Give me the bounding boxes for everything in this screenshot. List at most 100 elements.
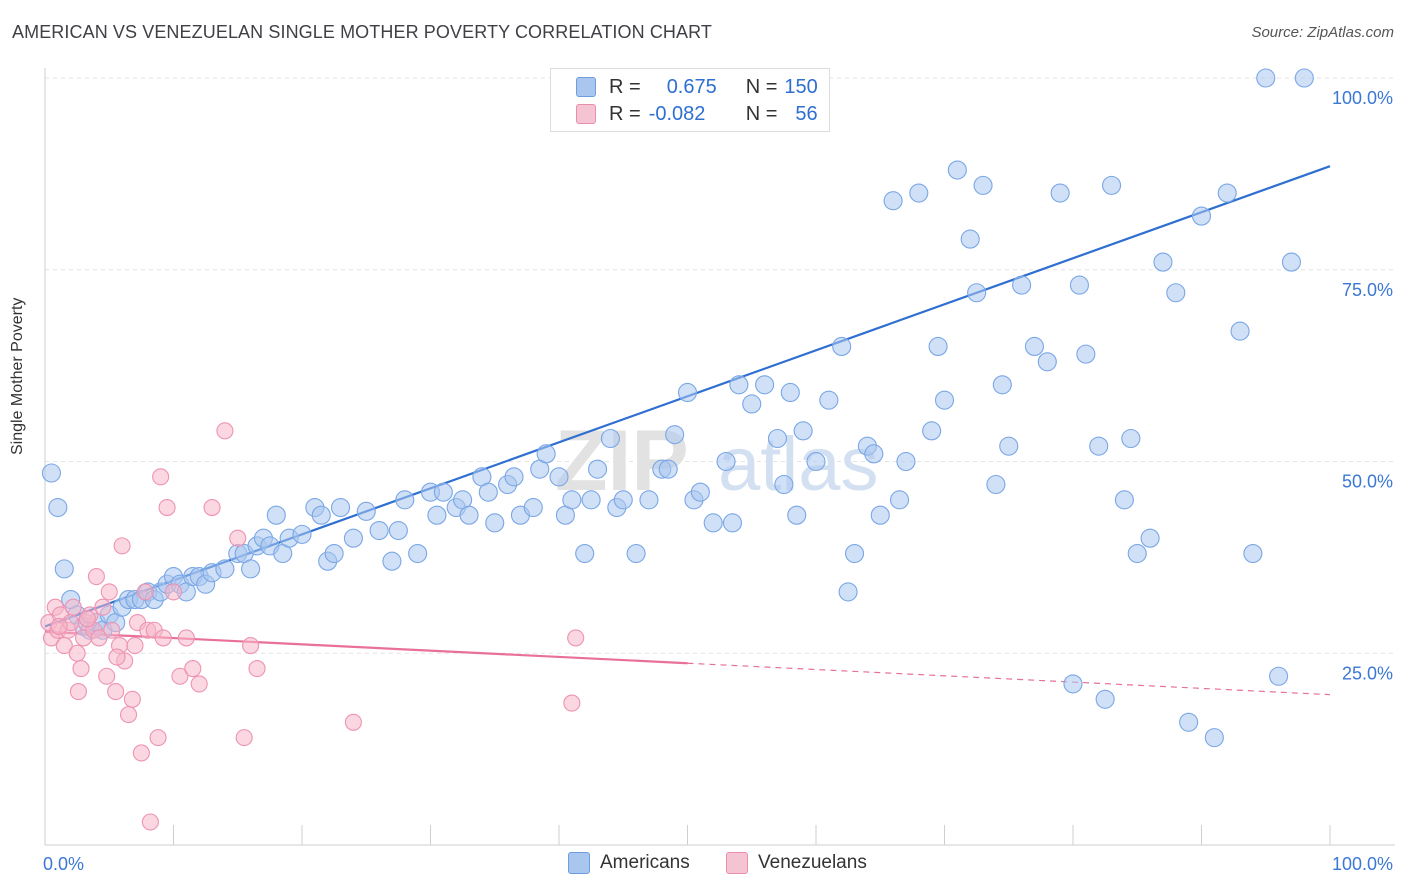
data-point-venezuelans — [50, 617, 68, 635]
legend-row-americans: R = 0.675 N = 150 — [551, 74, 818, 100]
data-point-americans — [832, 336, 852, 357]
bottom-legend-venezuelans: Venezuelans — [726, 852, 867, 874]
data-point-venezuelans — [107, 683, 125, 701]
data-point-americans — [716, 451, 736, 472]
data-point-venezuelans — [78, 610, 96, 628]
data-point-americans — [266, 505, 286, 525]
data-point-americans — [1294, 68, 1314, 88]
data-point-americans — [549, 467, 569, 487]
n-label: N = — [745, 75, 778, 98]
data-point-americans — [459, 505, 479, 525]
data-point-americans — [870, 505, 890, 525]
data-point-americans — [1140, 528, 1160, 548]
data-point-americans — [967, 283, 987, 303]
data-point-americans — [928, 336, 948, 357]
y-axis-label: Single Mother Poverty — [9, 297, 26, 455]
data-point-americans — [1089, 436, 1109, 456]
data-point-americans — [215, 559, 235, 579]
data-point-venezuelans — [136, 583, 154, 601]
data-point-venezuelans — [235, 729, 253, 747]
data-point-americans — [41, 463, 61, 483]
data-point-americans — [819, 390, 839, 410]
data-point-americans — [780, 382, 800, 403]
data-point-venezuelans — [72, 660, 90, 678]
data-point-americans — [292, 524, 312, 544]
data-point-americans — [356, 501, 376, 521]
data-point-venezuelans — [108, 648, 126, 666]
data-point-americans — [934, 390, 955, 410]
data-point-americans — [1230, 321, 1250, 341]
data-point-americans — [1153, 252, 1173, 272]
data-point-americans — [504, 467, 524, 487]
data-point-americans — [48, 497, 68, 518]
data-point-americans — [864, 444, 884, 464]
data-point-americans — [613, 490, 633, 510]
data-point-americans — [1204, 728, 1224, 748]
data-point-americans — [1217, 183, 1237, 203]
data-point-americans — [600, 428, 620, 449]
data-point-venezuelans — [64, 598, 82, 616]
data-point-americans — [787, 505, 807, 525]
data-point-americans — [523, 497, 543, 518]
data-point-americans — [1256, 68, 1276, 88]
data-point-americans — [581, 490, 601, 510]
data-point-venezuelans — [164, 583, 183, 601]
r-label: R = — [609, 102, 641, 125]
data-point-americans — [1095, 689, 1115, 709]
data-point-americans — [992, 375, 1012, 395]
data-point-americans — [395, 490, 415, 510]
data-point-americans — [1243, 543, 1263, 564]
data-point-venezuelans — [152, 468, 170, 486]
data-point-americans — [690, 482, 710, 502]
data-point-americans — [587, 459, 608, 479]
data-point-venezuelans — [563, 694, 581, 712]
bottom-label-americans: Americans — [600, 852, 690, 873]
data-point-americans — [54, 559, 74, 579]
x-tick-label-end: 100.0% — [1332, 854, 1393, 874]
data-point-venezuelans — [203, 498, 221, 517]
data-point-americans — [427, 505, 447, 525]
data-point-venezuelans — [87, 567, 105, 586]
data-point-venezuelans — [190, 675, 208, 693]
data-point-americans — [311, 505, 331, 525]
data-point-americans — [1179, 712, 1199, 732]
data-point-americans — [838, 582, 858, 602]
data-point-venezuelans — [158, 498, 176, 517]
data-point-americans — [729, 375, 749, 395]
data-point-americans — [241, 559, 261, 579]
data-point-americans — [909, 183, 929, 203]
data-point-americans — [562, 490, 582, 510]
data-point-americans — [658, 459, 678, 479]
data-point-americans — [999, 436, 1019, 456]
bottom-label-venezuelans: Venezuelans — [758, 852, 867, 873]
data-point-americans — [1024, 336, 1044, 357]
data-point-venezuelans — [90, 629, 108, 647]
data-point-venezuelans — [126, 637, 144, 655]
data-point-venezuelans — [119, 706, 138, 724]
chart-title: AMERICAN VS VENEZUELAN SINGLE MOTHER POV… — [12, 22, 712, 42]
data-point-americans — [889, 490, 910, 510]
x-tick-label-start: 0.0% — [43, 854, 84, 874]
data-point-venezuelans — [103, 621, 121, 639]
data-point-americans — [1050, 183, 1070, 203]
y-tick-label: 100.0% — [1332, 88, 1393, 108]
data-point-venezuelans — [113, 537, 131, 555]
data-point-americans — [388, 520, 408, 541]
data-point-americans — [703, 513, 723, 533]
data-point-americans — [774, 474, 794, 495]
data-points — [40, 68, 1314, 831]
data-point-americans — [1012, 275, 1032, 295]
data-point-americans — [1076, 344, 1096, 364]
data-point-venezuelans — [123, 690, 141, 708]
data-point-americans — [536, 444, 556, 464]
data-point-americans — [343, 528, 363, 548]
legend-swatch-venezuelans — [576, 104, 596, 124]
y-tick-label: 25.0% — [1342, 663, 1393, 683]
data-point-venezuelans — [216, 422, 234, 440]
data-point-americans — [677, 382, 698, 403]
n-value-americans: 150 — [784, 75, 818, 98]
data-point-americans — [1269, 666, 1289, 686]
data-point-venezuelans — [344, 713, 362, 731]
data-point-venezuelans — [94, 598, 112, 616]
data-point-venezuelans — [171, 667, 189, 685]
